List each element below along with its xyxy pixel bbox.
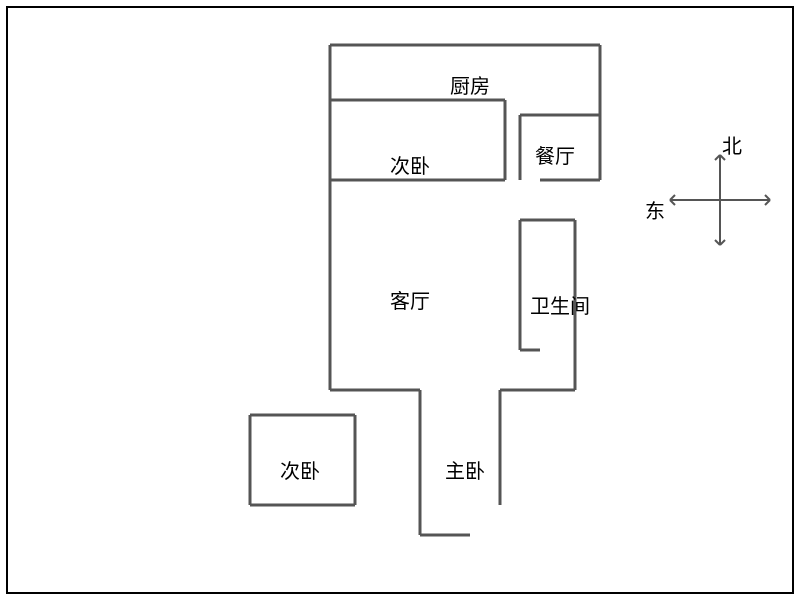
label-master: 主卧 bbox=[445, 455, 485, 484]
label-north: 北 bbox=[722, 130, 742, 159]
label-east: 东 bbox=[645, 195, 665, 224]
label-bed2a: 次卧 bbox=[390, 150, 430, 179]
diagram-canvas: 厨房 餐厅 次卧 客厅 卫生间 次卧 主卧 北 东 bbox=[0, 0, 800, 600]
label-kitchen: 厨房 bbox=[450, 70, 490, 99]
label-living: 客厅 bbox=[390, 285, 430, 314]
label-bed2b: 次卧 bbox=[280, 455, 320, 484]
label-dining: 餐厅 bbox=[535, 140, 575, 169]
label-bath: 卫生间 bbox=[530, 290, 590, 319]
